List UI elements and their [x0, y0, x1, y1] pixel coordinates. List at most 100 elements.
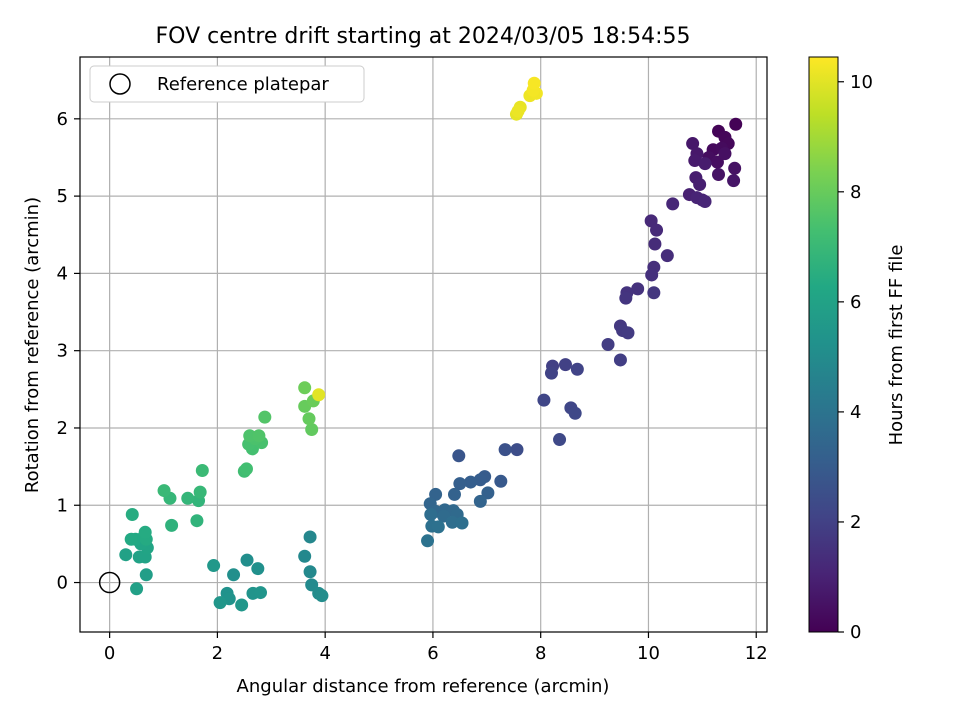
- data-point: [601, 338, 615, 351]
- data-point: [445, 515, 459, 529]
- data-point: [421, 534, 435, 548]
- data-point: [621, 326, 635, 340]
- data-point: [453, 477, 467, 491]
- data-point: [727, 174, 741, 188]
- x-tick-label: 8: [535, 643, 546, 664]
- colorbar-tick-label: 2: [850, 512, 861, 533]
- x-axis-label: Angular distance from reference (arcmin): [237, 676, 610, 697]
- chart-title: FOV centre drift starting at 2024/03/05 …: [156, 24, 691, 49]
- data-point: [258, 410, 272, 424]
- legend: Reference platepar: [89, 65, 365, 103]
- y-tick-label: 1: [57, 495, 68, 516]
- x-tick-label: 10: [637, 643, 660, 664]
- data-point: [728, 161, 742, 175]
- data-point: [510, 443, 524, 457]
- data-point: [553, 433, 567, 447]
- data-point: [693, 178, 707, 192]
- legend-open-circle-icon: [109, 73, 131, 95]
- data-point: [302, 412, 316, 426]
- colorbar: 0 2 4 6 8 10 Hours from first FF file: [808, 56, 907, 643]
- legend-box: [89, 65, 365, 103]
- colorbar-tick-label: 4: [850, 402, 861, 423]
- data-point: [130, 582, 144, 596]
- data-point: [195, 463, 209, 477]
- y-tick-label: 5: [57, 186, 68, 207]
- data-point: [498, 443, 512, 457]
- y-tick-label: 4: [57, 263, 68, 284]
- data-point: [648, 237, 662, 251]
- data-point: [193, 485, 207, 499]
- data-point: [125, 508, 139, 522]
- data-point: [251, 562, 265, 576]
- data-point: [455, 516, 469, 530]
- data-point: [718, 147, 732, 161]
- data-point: [119, 548, 133, 562]
- data-point: [686, 137, 700, 151]
- data-point: [303, 530, 317, 544]
- data-point: [494, 474, 508, 488]
- data-point: [254, 586, 268, 600]
- data-point: [303, 565, 317, 579]
- data-point: [207, 559, 221, 573]
- data-point: [481, 486, 495, 500]
- data-point: [312, 388, 326, 402]
- colorbar-tick-label: 8: [850, 182, 861, 203]
- data-point: [712, 167, 726, 181]
- data-point: [298, 381, 312, 395]
- data-point: [729, 117, 743, 131]
- data-point: [473, 473, 487, 487]
- data-point: [613, 353, 627, 367]
- x-tick-label: 12: [745, 643, 768, 664]
- data-point: [124, 532, 138, 546]
- y-tick-label: 2: [57, 418, 68, 439]
- data-points: [119, 76, 743, 612]
- data-point: [165, 518, 179, 532]
- y-tick-label: 0: [57, 573, 68, 594]
- colorbar-label: Hours from first FF file: [886, 245, 907, 446]
- x-tick-label: 6: [427, 643, 438, 664]
- x-tick-label: 0: [104, 643, 115, 664]
- data-point: [660, 249, 674, 263]
- data-point: [252, 429, 266, 443]
- y-axis-label: Rotation from reference (arcmin): [22, 197, 43, 493]
- data-point: [511, 104, 525, 118]
- plot-frame: [79, 56, 768, 633]
- data-point: [139, 568, 153, 582]
- legend-entry-reference-platepar: Reference platepar: [157, 74, 329, 95]
- reference-platepar-marker: [98, 571, 121, 594]
- data-point: [190, 514, 204, 528]
- data-point: [570, 362, 584, 376]
- data-point: [227, 568, 241, 582]
- x-tick-label: 4: [319, 643, 330, 664]
- data-point: [647, 286, 661, 300]
- data-point: [315, 589, 329, 603]
- data-point: [138, 525, 152, 539]
- colorbar-ticks: 0 2 4 6 8 10: [838, 72, 873, 643]
- data-point: [688, 154, 702, 168]
- data-point: [645, 268, 659, 282]
- data-point: [305, 423, 319, 437]
- data-point: [243, 429, 257, 443]
- data-point: [452, 449, 466, 463]
- data-point: [473, 494, 487, 508]
- data-point: [650, 223, 664, 237]
- data-point: [527, 76, 541, 90]
- data-point: [157, 484, 171, 498]
- data-point: [558, 358, 572, 372]
- data-point: [239, 462, 253, 476]
- y-axis-ticks: 0 1 2 3 4 5 6: [57, 109, 80, 594]
- data-point: [619, 291, 633, 305]
- data-point: [710, 155, 724, 169]
- data-point: [698, 195, 712, 209]
- data-point: [213, 596, 227, 610]
- colorbar-tick-label: 10: [850, 72, 873, 93]
- data-point: [666, 197, 680, 211]
- data-point: [537, 393, 551, 407]
- data-point: [698, 157, 712, 171]
- y-tick-label: 6: [57, 109, 68, 130]
- data-point: [431, 520, 445, 534]
- x-axis-ticks: 0 2 4 6 8 10 12: [104, 632, 768, 664]
- colorbar-tick-label: 0: [850, 622, 861, 643]
